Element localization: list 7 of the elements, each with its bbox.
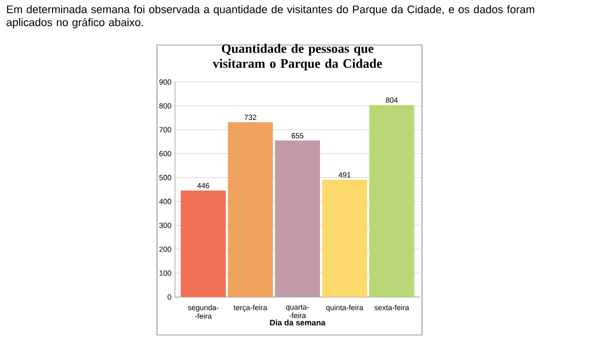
bar [369, 104, 414, 297]
chart-title: Quantidade de pessoas que visitaram o Parque da Cidade [212, 44, 382, 70]
bar [275, 140, 320, 297]
text: Em determinada semana foi observada a quantidade de visitantes do Parque da Cidade, e os dados foram aplicados no gráfico abaixo. [6, 5, 534, 28]
bar [180, 190, 226, 297]
bar [228, 122, 273, 297]
bar [322, 180, 368, 297]
